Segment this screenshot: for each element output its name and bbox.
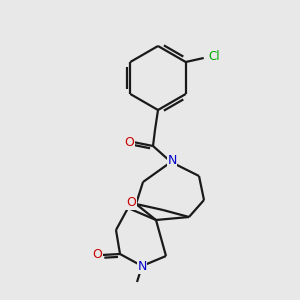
Text: O: O — [92, 248, 102, 262]
Text: O: O — [124, 136, 134, 148]
Text: Cl: Cl — [208, 50, 220, 62]
Text: O: O — [126, 196, 136, 209]
Text: N: N — [137, 260, 147, 274]
Text: N: N — [167, 154, 177, 166]
